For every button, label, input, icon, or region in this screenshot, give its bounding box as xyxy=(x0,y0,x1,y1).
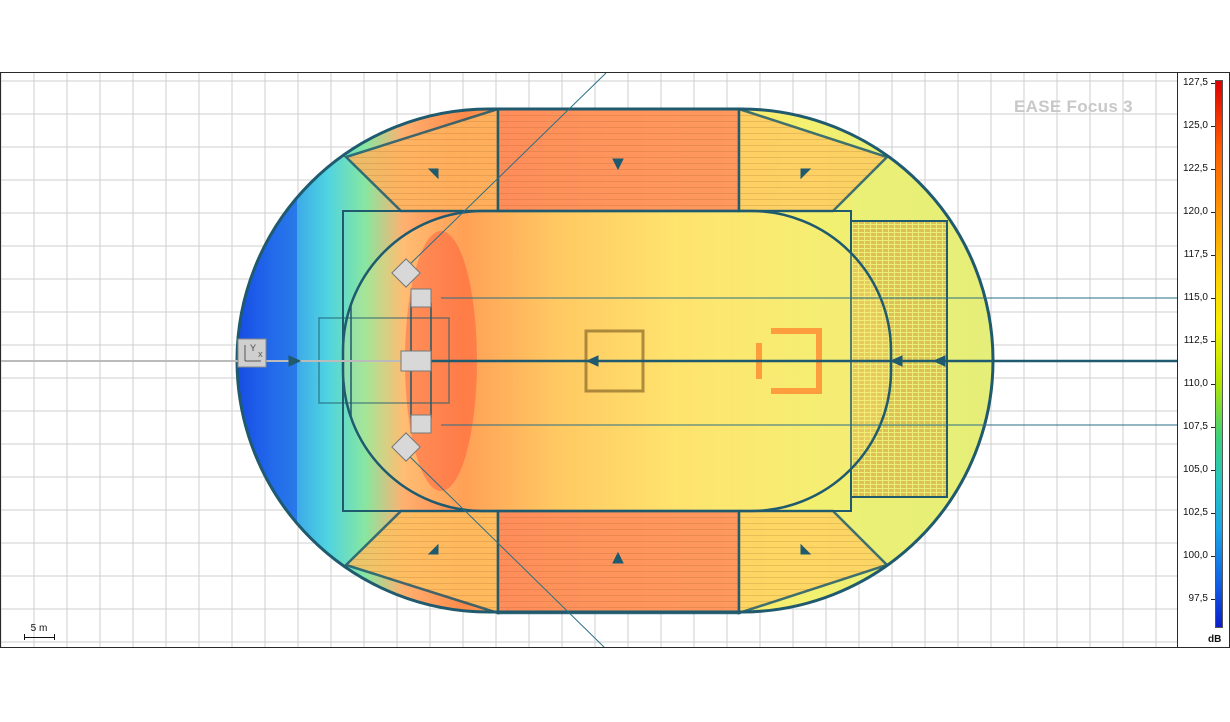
legend-tick-label: 127,5 xyxy=(1182,77,1208,88)
arrow-icon xyxy=(932,355,946,367)
legend-tick-mark xyxy=(1211,169,1215,170)
legend-tick-mark xyxy=(1211,83,1215,84)
legend-tick-label: 100,0 xyxy=(1182,550,1208,561)
legend-tick-label: 97,5 xyxy=(1188,593,1208,604)
legend-unit: dB xyxy=(1208,634,1222,645)
legend-tick-mark xyxy=(1211,341,1215,342)
aim-arrows xyxy=(288,158,946,564)
arrow-icon xyxy=(288,355,302,367)
legend-tick-mark xyxy=(1211,255,1215,256)
stand-bottom xyxy=(343,509,890,615)
scale-bar: 5 m xyxy=(19,623,59,645)
legend-tick-mark xyxy=(1211,298,1215,299)
loudspeaker-icon xyxy=(391,258,421,288)
xy-axis-icon: Y X xyxy=(237,338,267,368)
svg-text:X: X xyxy=(258,352,263,359)
legend-tick-mark xyxy=(1211,470,1215,471)
stand-top xyxy=(343,107,890,213)
legend-tick-label: 115,0 xyxy=(1183,292,1208,303)
scale-bar-tick xyxy=(24,634,25,640)
legend-tick-label: 117,5 xyxy=(1183,249,1208,260)
loudspeaker-icon xyxy=(410,288,432,308)
app-watermark: EASE Focus 3 xyxy=(1014,97,1133,116)
legend-tick-mark xyxy=(1211,212,1215,213)
legend-tick-label: 105,0 xyxy=(1182,464,1208,475)
stadium-coverage-map[interactable]: Y X xyxy=(1,73,1178,648)
arrow-icon xyxy=(889,355,903,367)
legend-tick-mark xyxy=(1211,556,1215,557)
scale-bar-label: 5 m xyxy=(30,623,48,634)
arrow-icon xyxy=(427,543,439,555)
aim-lines xyxy=(405,73,1177,647)
legend-tick-label: 110,0 xyxy=(1183,378,1208,389)
legend-tick-label: 120,0 xyxy=(1182,206,1208,217)
legend-tick-label: 107,5 xyxy=(1182,421,1208,432)
svg-text:Y: Y xyxy=(250,343,256,353)
legend-tick-label: 102,5 xyxy=(1182,507,1208,518)
color-legend: 127,5 125,0 122,5 120,0 117,5 115,0 112,5 110,0… xyxy=(1178,72,1230,648)
scale-bar-tick xyxy=(54,634,55,640)
legend-tick-mark xyxy=(1211,427,1215,428)
arrow-icon xyxy=(800,168,812,180)
map-viewport[interactable]: Y X EASE Focus 3 5 m xyxy=(0,72,1178,648)
legend-tick-label: 125,0 xyxy=(1182,120,1208,131)
legend-tick-mark xyxy=(1211,513,1215,514)
arrow-icon xyxy=(612,158,624,171)
arrow-icon xyxy=(800,543,812,555)
speaker-array[interactable] xyxy=(391,258,432,462)
scale-bar-line xyxy=(24,637,54,638)
legend-tick-mark xyxy=(1211,384,1215,385)
color-scale-bar xyxy=(1215,80,1223,628)
legend-tick-mark xyxy=(1211,599,1215,600)
legend-tick-label: 112,5 xyxy=(1183,335,1208,346)
legend-tick-mark xyxy=(1211,126,1215,127)
loudspeaker-icon xyxy=(391,432,421,462)
arrow-icon xyxy=(427,168,439,180)
arrow-icon xyxy=(585,355,599,367)
legend-tick-label: 122,5 xyxy=(1182,163,1208,174)
loudspeaker-icon xyxy=(400,350,432,372)
loudspeaker-icon xyxy=(410,414,432,434)
arrow-icon xyxy=(612,551,624,564)
